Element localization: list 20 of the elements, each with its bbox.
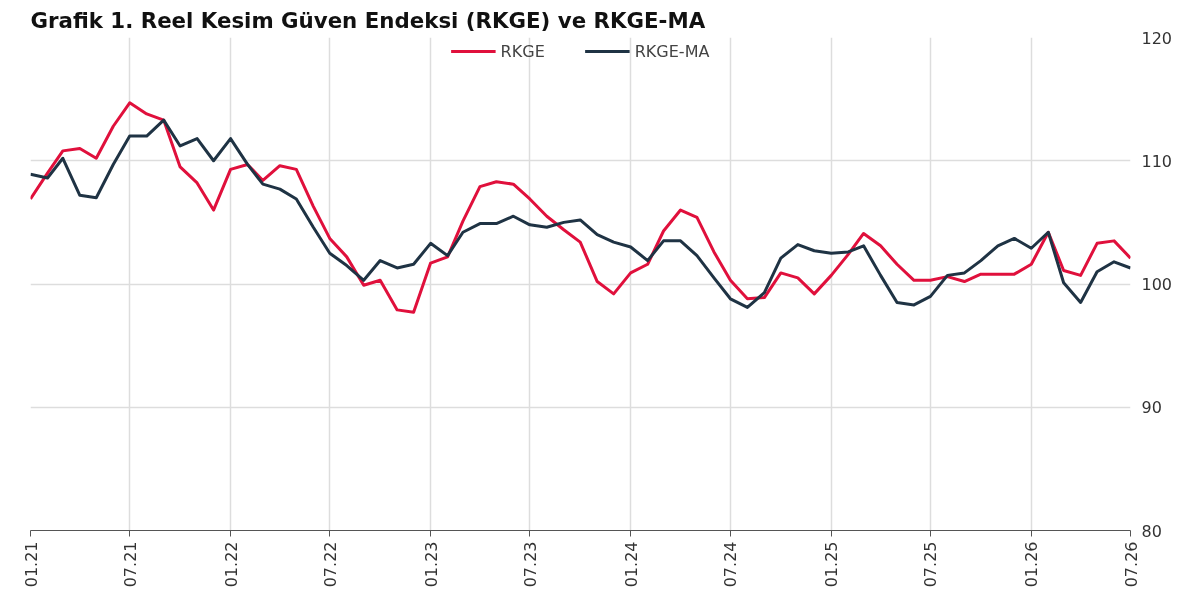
x-tick-label: 01.24 [621, 541, 641, 588]
x-tick-label: 07.23 [520, 541, 540, 588]
x-tick-label: 01.26 [1022, 541, 1042, 588]
x-tick-label: 07.26 [1121, 541, 1141, 588]
chart-title: Grafik 1. Reel Kesim Güven Endeksi (RKGE) ve RKGE-MA [30, 7, 706, 33]
x-tick-label: 01.25 [822, 541, 842, 588]
x-tick-label: 07.22 [320, 541, 340, 588]
legend-label: RKGE [500, 41, 545, 61]
y-tick-label: 110 [1141, 151, 1173, 171]
x-tick-label: 01.21 [21, 541, 41, 588]
y-tick-label: 100 [1141, 275, 1173, 294]
y-tick-label: 80 [1141, 521, 1162, 541]
x-tick-label: 07.21 [120, 541, 140, 588]
legend-label: RKGE-MA [634, 41, 710, 61]
x-tick-label: 07.24 [721, 541, 741, 588]
x-tick-label: 01.22 [221, 541, 241, 588]
x-tick-label: 01.23 [421, 541, 441, 588]
y-tick-label: 120 [1141, 28, 1173, 48]
y-tick-label: 90 [1141, 398, 1162, 418]
x-tick-label: 07.25 [921, 541, 941, 588]
